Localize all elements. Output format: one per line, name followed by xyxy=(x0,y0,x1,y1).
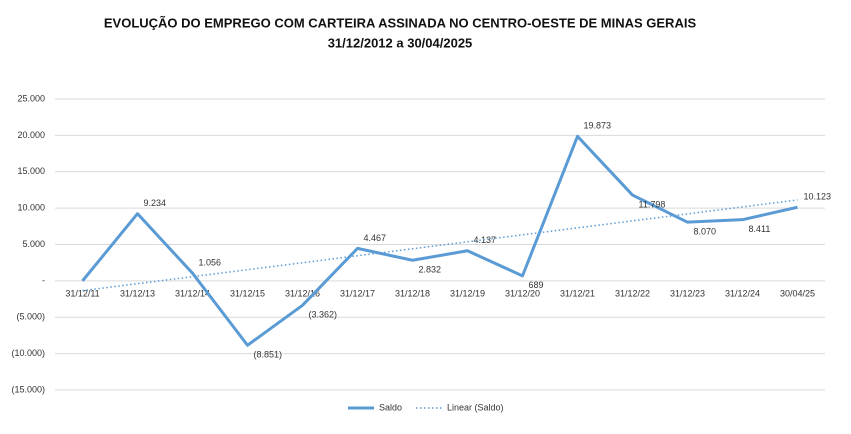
x-tick-label: 30/04/25 xyxy=(780,288,815,298)
x-tick-label: 31/12/17 xyxy=(340,288,375,298)
y-tick-label: 15.000 xyxy=(17,166,45,176)
x-tick-label: 31/12/11 xyxy=(65,288,99,298)
data-label: 19.873 xyxy=(584,121,612,131)
legend-label: Linear (Saldo) xyxy=(447,402,504,412)
data-label: 4.467 xyxy=(364,233,387,243)
x-tick-label: 31/12/24 xyxy=(725,288,760,298)
data-label: 689 xyxy=(529,280,544,290)
x-tick-label: 31/12/19 xyxy=(450,288,485,298)
data-label: 8.411 xyxy=(749,224,771,234)
y-tick-label: (5.000) xyxy=(16,312,45,322)
y-tick-label: 5.000 xyxy=(22,239,45,249)
y-tick-label: 25.000 xyxy=(17,93,45,103)
x-tick-label: 31/12/21 xyxy=(560,288,595,298)
data-label: (3.362) xyxy=(309,310,338,320)
x-tick-label: 31/12/15 xyxy=(230,288,265,298)
y-tick-label: (15.000) xyxy=(11,384,45,394)
x-tick-label: 31/12/18 xyxy=(395,288,430,298)
chart-title: EVOLUÇÃO DO EMPREGO COM CARTEIRA ASSINAD… xyxy=(104,15,697,30)
x-tick-label: 31/12/23 xyxy=(670,288,705,298)
x-tick-label: 31/12/20 xyxy=(505,288,540,298)
y-tick-label: 10.000 xyxy=(17,203,45,213)
data-label: 1.056 xyxy=(199,258,222,268)
y-tick-label: - xyxy=(42,275,45,285)
y-tick-label: (10.000) xyxy=(11,348,45,358)
y-tick-label: 20.000 xyxy=(17,130,45,140)
trendline xyxy=(82,199,798,292)
data-label: (8.851) xyxy=(254,350,283,360)
legend-label: Saldo xyxy=(379,402,402,412)
x-tick-label: 31/12/13 xyxy=(120,288,155,298)
chart-subtitle: 31/12/2012 a 30/04/2025 xyxy=(328,35,473,50)
data-label: 9.234 xyxy=(144,198,167,208)
data-label: 8.070 xyxy=(694,227,717,237)
x-tick-label: 31/12/16 xyxy=(285,288,320,298)
data-label: 11.798 xyxy=(639,199,666,209)
x-tick-label: 31/12/14 xyxy=(175,288,210,298)
data-label: 10.123 xyxy=(804,192,832,202)
data-label: 2.832 xyxy=(419,265,442,275)
x-tick-label: 31/12/22 xyxy=(615,288,650,298)
series-line xyxy=(81,134,798,347)
